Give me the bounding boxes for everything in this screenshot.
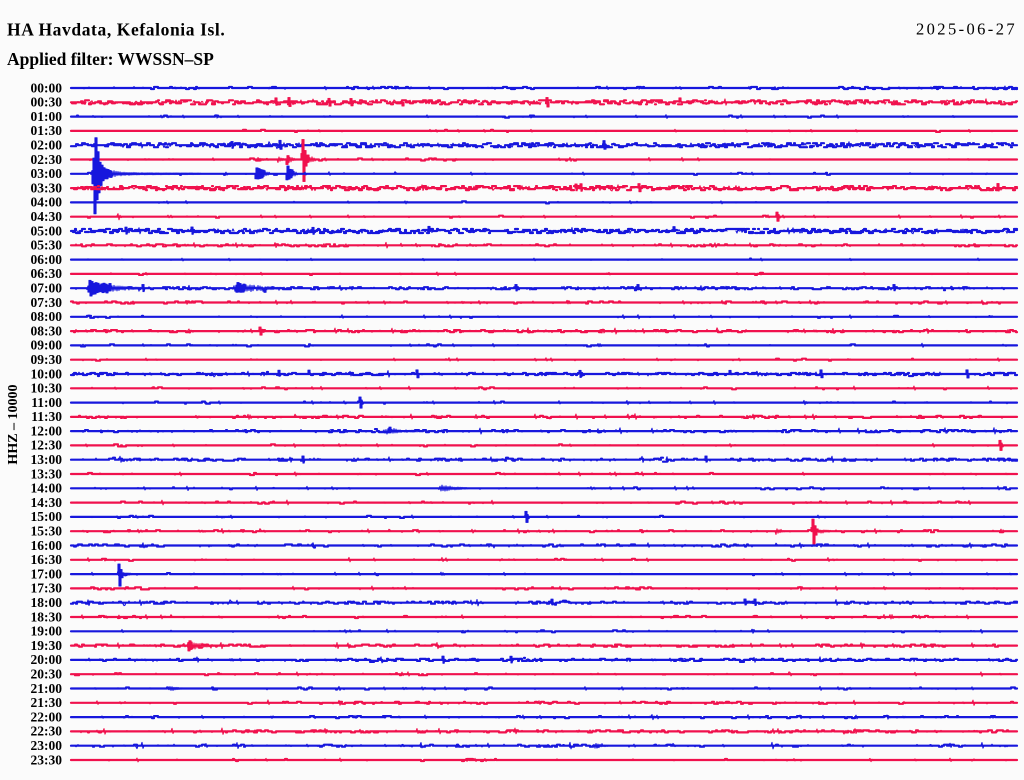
svg-text:08:00: 08:00: [31, 309, 63, 324]
svg-text:21:00: 21:00: [31, 681, 63, 696]
svg-text:05:00: 05:00: [31, 223, 63, 238]
svg-text:16:30: 16:30: [31, 552, 63, 567]
svg-text:14:30: 14:30: [31, 495, 63, 510]
svg-text:00:30: 00:30: [31, 95, 63, 110]
svg-text:07:00: 07:00: [31, 281, 63, 296]
svg-text:12:30: 12:30: [31, 438, 63, 453]
svg-text:13:30: 13:30: [31, 466, 63, 481]
svg-text:04:00: 04:00: [31, 195, 63, 210]
svg-text:13:00: 13:00: [31, 452, 63, 467]
svg-text:11:30: 11:30: [31, 409, 62, 424]
svg-text:19:30: 19:30: [31, 638, 63, 653]
svg-text:08:30: 08:30: [31, 323, 63, 338]
svg-text:18:00: 18:00: [31, 595, 63, 610]
svg-text:12:00: 12:00: [31, 423, 63, 438]
svg-text:20:00: 20:00: [31, 652, 63, 667]
svg-text:19:00: 19:00: [31, 624, 63, 639]
svg-text:15:30: 15:30: [31, 524, 63, 539]
svg-text:18:30: 18:30: [31, 609, 63, 624]
svg-text:Applied filter: WWSSN–SP: Applied filter: WWSSN–SP: [7, 49, 214, 69]
svg-text:20:30: 20:30: [31, 667, 63, 682]
svg-text:22:00: 22:00: [31, 709, 63, 724]
svg-text:17:30: 17:30: [31, 581, 63, 596]
svg-text:03:30: 03:30: [31, 180, 63, 195]
svg-text:09:00: 09:00: [31, 338, 63, 353]
svg-text:09:30: 09:30: [31, 352, 63, 367]
svg-text:01:30: 01:30: [31, 123, 63, 138]
svg-text:02:30: 02:30: [31, 152, 63, 167]
svg-text:16:00: 16:00: [31, 538, 63, 553]
svg-text:07:30: 07:30: [31, 295, 63, 310]
svg-text:17:00: 17:00: [31, 566, 63, 581]
svg-text:10:30: 10:30: [31, 381, 63, 396]
svg-text:06:30: 06:30: [31, 266, 63, 281]
svg-text:10:00: 10:00: [31, 366, 63, 381]
svg-text:HHZ – 10000: HHZ – 10000: [6, 384, 21, 464]
svg-text:14:00: 14:00: [31, 481, 63, 496]
svg-text:22:30: 22:30: [31, 724, 63, 739]
svg-text:21:30: 21:30: [31, 695, 63, 710]
svg-text:03:00: 03:00: [31, 166, 63, 181]
svg-text:05:30: 05:30: [31, 238, 63, 253]
svg-text:23:00: 23:00: [31, 738, 63, 753]
svg-text:15:00: 15:00: [31, 509, 63, 524]
svg-text:00:00: 00:00: [31, 80, 63, 95]
svg-text:01:00: 01:00: [31, 109, 63, 124]
svg-text:11:00: 11:00: [31, 395, 62, 410]
svg-text:2025-06-27: 2025-06-27: [916, 20, 1017, 39]
svg-text:23:30: 23:30: [31, 752, 63, 767]
svg-text:HA Havdata, Kefalonia Isl.: HA Havdata, Kefalonia Isl.: [7, 20, 225, 40]
svg-text:04:30: 04:30: [31, 209, 63, 224]
svg-text:06:00: 06:00: [31, 252, 63, 267]
svg-text:02:00: 02:00: [31, 138, 63, 153]
